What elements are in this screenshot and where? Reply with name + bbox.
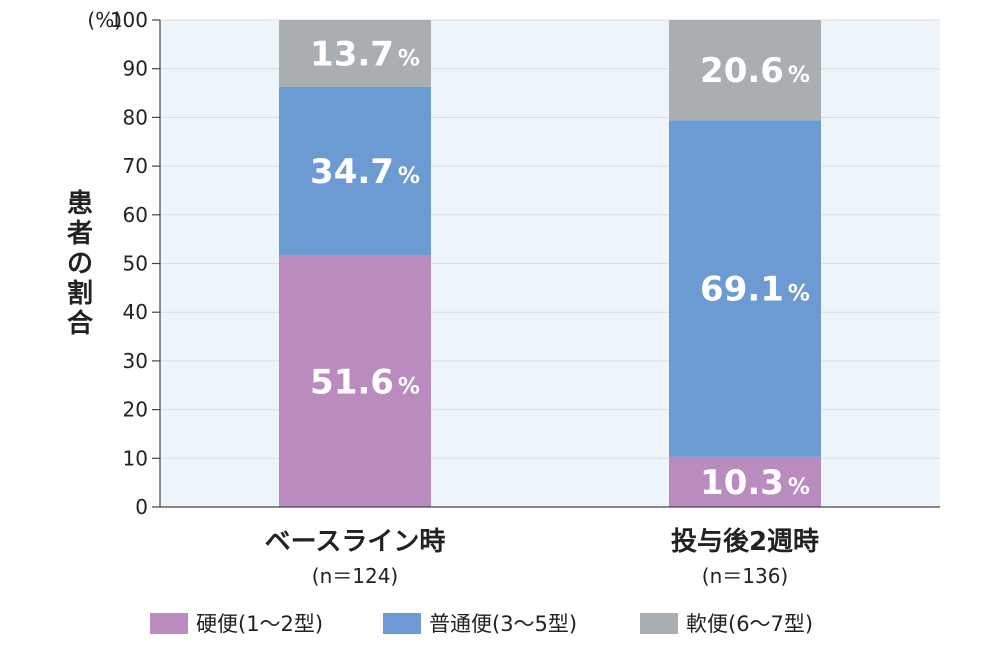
data-label: 13.7% (310, 34, 420, 74)
y-tick-label: 0 (135, 495, 148, 519)
y-unit-label: (%) (87, 8, 122, 32)
data-label: 10.3% (700, 463, 810, 503)
legend-swatch (640, 613, 678, 634)
y-tick-label: 40 (123, 300, 148, 324)
data-label: 34.7% (310, 152, 420, 192)
bar-segment (279, 86, 431, 256)
legend-label: 硬便(1～2型) (196, 612, 323, 636)
data-label: 20.6% (700, 51, 810, 91)
legend-label: 普通便(3～5型) (429, 612, 577, 636)
bar-segment (279, 20, 431, 87)
y-tick-label: 50 (123, 252, 148, 276)
y-tick-label: 70 (123, 154, 148, 178)
x-category-label: 投与後2週時 (671, 526, 819, 557)
bar-segment (669, 120, 821, 457)
y-tick-label: 90 (123, 57, 148, 81)
x-axis-labels: ベースライン時 (n＝124) 投与後2週時 (n＝136) (265, 526, 819, 588)
data-label: 51.6% (310, 362, 420, 402)
y-tick-label: 20 (123, 398, 148, 422)
y-axis: 0 10 20 30 40 50 60 70 80 90 100 (110, 8, 940, 519)
legend-swatch (150, 613, 188, 634)
y-tick-label: 30 (123, 349, 148, 373)
x-category-note: (n＝124) (312, 564, 398, 588)
x-category-note: (n＝136) (702, 564, 788, 588)
legend-swatch (383, 613, 421, 634)
y-axis-label: 患者の割合 (67, 189, 94, 339)
bar-segment (669, 456, 821, 507)
y-tick-label: 80 (123, 105, 148, 129)
legend: 硬便(1～2型) 普通便(3～5型) 軟便(6～7型) (150, 612, 813, 636)
bar-segment (279, 255, 431, 507)
x-category-label: ベースライン時 (265, 527, 446, 557)
bars: 51.6 % 34.7 % 13.7 % 10.3 % 69.1 % 20.6% (279, 20, 821, 507)
y-tick-label: 10 (123, 446, 148, 470)
data-label: 69.1% (700, 270, 810, 310)
y-tick-label: 60 (123, 203, 148, 227)
y-tick-label: 100 (110, 8, 148, 32)
legend-label: 軟便(6～7型) (686, 612, 813, 636)
bar-segment (669, 20, 821, 121)
